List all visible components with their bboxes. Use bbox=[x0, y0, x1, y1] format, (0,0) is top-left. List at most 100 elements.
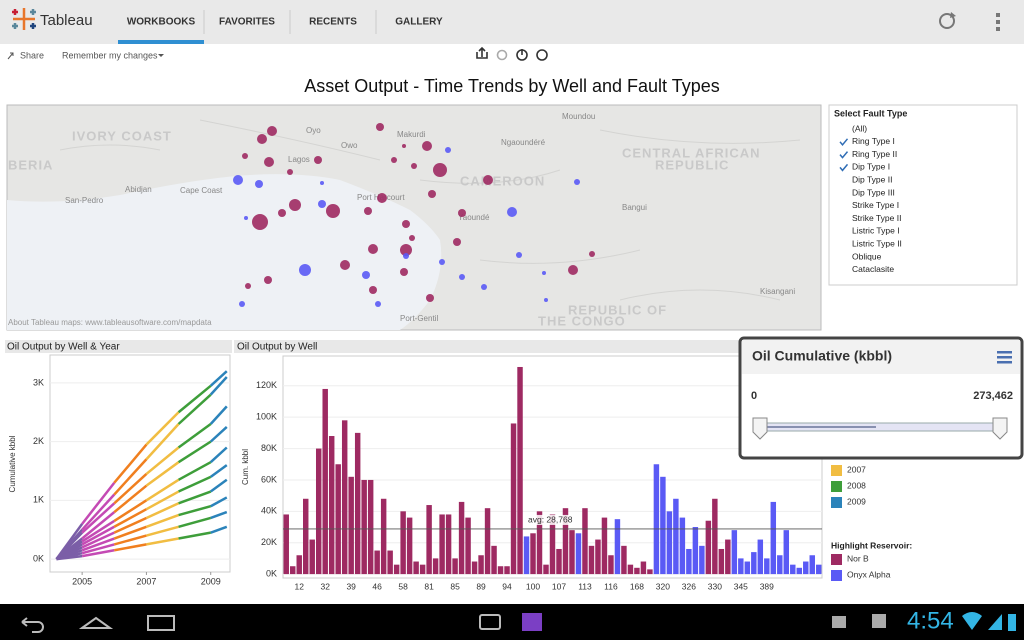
well-marker[interactable] bbox=[320, 181, 324, 185]
bar[interactable] bbox=[406, 517, 413, 575]
slider-handle[interactable] bbox=[752, 417, 768, 440]
bar[interactable] bbox=[764, 558, 770, 575]
bar[interactable] bbox=[374, 550, 380, 575]
well-marker[interactable] bbox=[368, 244, 378, 254]
well-marker[interactable] bbox=[428, 190, 436, 198]
bar[interactable] bbox=[361, 479, 367, 575]
well-marker[interactable] bbox=[516, 252, 522, 258]
well-marker[interactable] bbox=[445, 147, 451, 153]
app-icon[interactable] bbox=[522, 613, 542, 631]
popup-menu[interactable] bbox=[997, 351, 1012, 364]
well-marker[interactable] bbox=[507, 207, 517, 217]
bar[interactable] bbox=[803, 561, 809, 575]
bar[interactable] bbox=[582, 508, 588, 575]
bar[interactable] bbox=[751, 552, 757, 575]
bar[interactable] bbox=[647, 569, 653, 575]
slider-handle[interactable] bbox=[992, 417, 1008, 440]
bar[interactable] bbox=[640, 561, 647, 575]
bar[interactable] bbox=[303, 498, 309, 575]
bar[interactable] bbox=[419, 564, 426, 575]
bar[interactable] bbox=[315, 448, 322, 575]
well-marker[interactable] bbox=[458, 209, 466, 217]
bar[interactable] bbox=[783, 530, 790, 575]
well-marker[interactable] bbox=[402, 144, 406, 148]
well-marker[interactable] bbox=[459, 274, 465, 280]
legend-label[interactable]: 2009 bbox=[847, 496, 866, 506]
well-marker[interactable] bbox=[433, 163, 447, 177]
well-marker[interactable] bbox=[589, 251, 595, 257]
bar[interactable] bbox=[731, 530, 738, 575]
bar[interactable] bbox=[608, 555, 614, 575]
well-marker[interactable] bbox=[391, 157, 397, 163]
well-marker[interactable] bbox=[257, 134, 267, 144]
bar[interactable] bbox=[504, 566, 510, 575]
bar[interactable] bbox=[718, 548, 725, 575]
bar[interactable] bbox=[335, 464, 341, 575]
well-marker[interactable] bbox=[340, 260, 350, 270]
bar[interactable] bbox=[738, 558, 744, 575]
bar[interactable] bbox=[530, 533, 536, 575]
bar[interactable] bbox=[517, 366, 523, 575]
bar[interactable] bbox=[725, 539, 731, 575]
filter-option[interactable]: Dip Type II bbox=[852, 174, 892, 184]
bar[interactable] bbox=[341, 420, 348, 575]
bar[interactable] bbox=[699, 545, 705, 575]
well-marker[interactable] bbox=[568, 265, 578, 275]
well-marker[interactable] bbox=[574, 179, 580, 185]
filter-option[interactable]: Cataclasite bbox=[852, 264, 894, 274]
tab[interactable]: WORKBOOKS bbox=[127, 17, 196, 28]
bar[interactable] bbox=[809, 555, 815, 575]
bar[interactable] bbox=[452, 558, 458, 575]
bar[interactable] bbox=[712, 498, 718, 575]
well-marker[interactable] bbox=[376, 123, 384, 131]
bar[interactable] bbox=[328, 436, 335, 575]
well-marker[interactable] bbox=[483, 175, 493, 185]
bar[interactable] bbox=[588, 545, 595, 575]
well-marker[interactable] bbox=[481, 284, 487, 290]
bar[interactable] bbox=[478, 555, 484, 575]
bar[interactable] bbox=[322, 388, 328, 575]
well-marker[interactable] bbox=[403, 253, 409, 259]
well-marker[interactable] bbox=[402, 220, 410, 228]
well-marker[interactable] bbox=[245, 283, 251, 289]
well-marker[interactable] bbox=[318, 200, 326, 208]
bar[interactable] bbox=[595, 539, 601, 575]
legend-label[interactable]: 2007 bbox=[847, 464, 866, 474]
bar[interactable] bbox=[816, 564, 822, 575]
bar[interactable] bbox=[432, 558, 439, 575]
bar[interactable] bbox=[575, 533, 582, 575]
bar[interactable] bbox=[458, 501, 465, 575]
bar[interactable] bbox=[601, 517, 608, 575]
filter-option[interactable]: Ring Type I bbox=[852, 136, 895, 146]
well-marker[interactable] bbox=[364, 207, 372, 215]
well-marker[interactable] bbox=[377, 193, 387, 203]
well-marker[interactable] bbox=[267, 126, 277, 136]
well-marker[interactable] bbox=[422, 141, 432, 151]
bar[interactable] bbox=[510, 423, 517, 575]
well-marker[interactable] bbox=[453, 238, 461, 246]
bar[interactable] bbox=[296, 555, 302, 575]
well-marker[interactable] bbox=[542, 271, 546, 275]
bar[interactable] bbox=[757, 539, 764, 575]
bar[interactable] bbox=[413, 561, 419, 575]
well-marker[interactable] bbox=[299, 264, 311, 276]
bar[interactable] bbox=[465, 517, 471, 575]
bar[interactable] bbox=[380, 498, 387, 575]
menu-icon[interactable] bbox=[996, 13, 1000, 31]
bar[interactable] bbox=[354, 432, 361, 575]
legend-label[interactable]: Nor B bbox=[847, 553, 869, 563]
well-marker[interactable] bbox=[426, 294, 434, 302]
bar[interactable] bbox=[491, 545, 497, 575]
bar[interactable] bbox=[393, 564, 400, 575]
bar[interactable] bbox=[309, 539, 315, 575]
bar[interactable] bbox=[705, 520, 712, 575]
well-marker[interactable] bbox=[252, 214, 268, 230]
well-marker[interactable] bbox=[400, 268, 408, 276]
bar[interactable] bbox=[283, 514, 289, 575]
bar[interactable] bbox=[686, 548, 692, 575]
well-marker[interactable] bbox=[326, 204, 340, 218]
well-marker[interactable] bbox=[439, 259, 445, 265]
well-marker[interactable] bbox=[289, 199, 301, 211]
bar[interactable] bbox=[523, 536, 530, 575]
bar[interactable] bbox=[497, 566, 504, 575]
